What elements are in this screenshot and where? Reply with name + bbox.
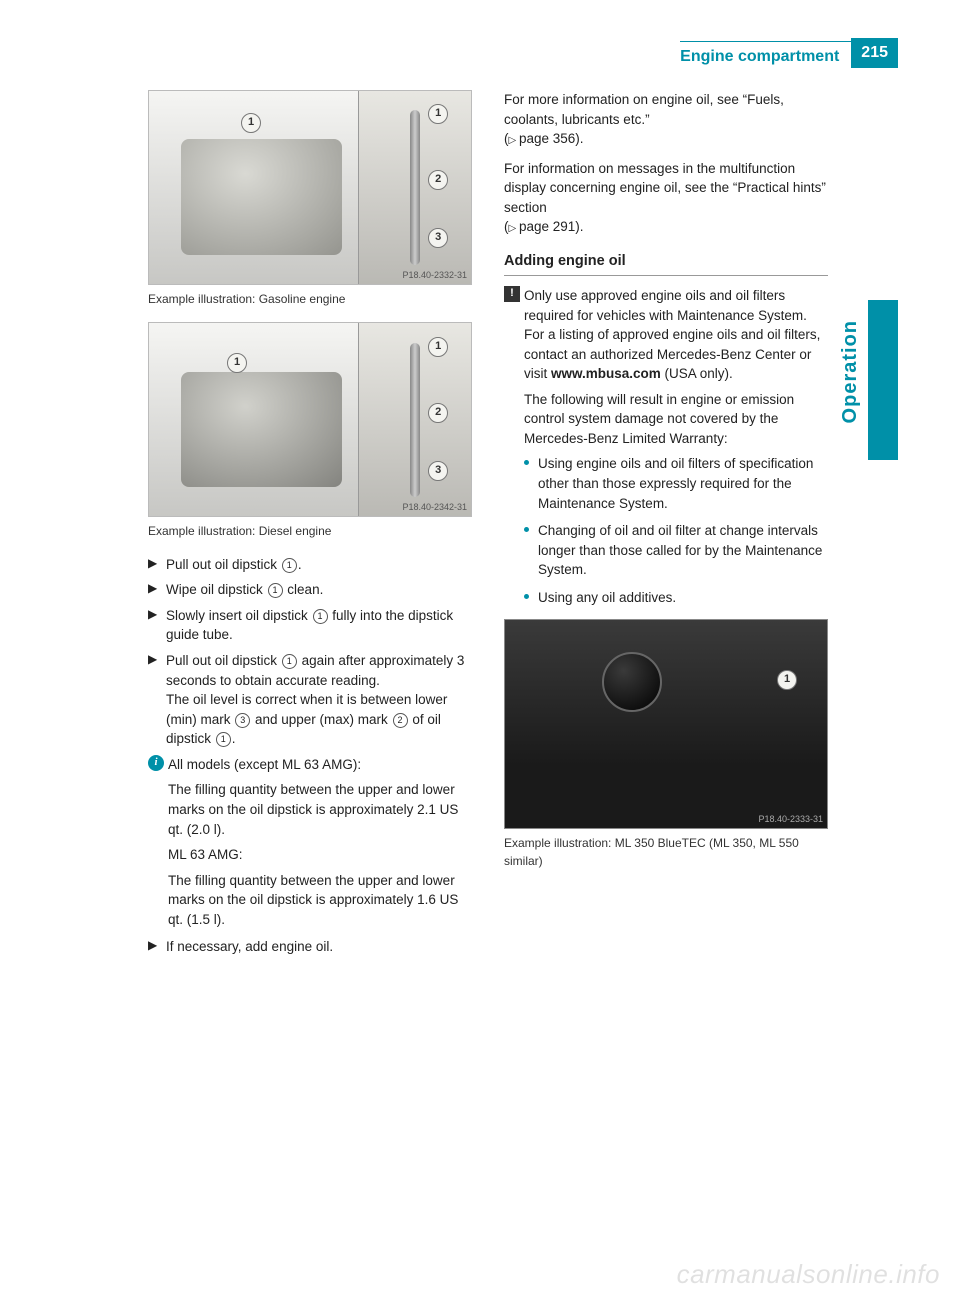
bullet-item: Using engine oils and oil filters of spe… (524, 454, 828, 513)
bullet-item: Using any oil additives. (524, 588, 828, 608)
warning-icon: ! (504, 286, 520, 302)
ref-circle-1: 1 (282, 558, 297, 573)
figure-diesel-engine: 1 2 3 1 P18.40-2342-31 (148, 322, 472, 517)
warning-text: The following will result in engine or e… (504, 390, 828, 449)
step-item: ▶ Wipe oil dipstick 1 clean. (148, 580, 472, 600)
left-column: 1 2 3 1 P18.40-2332-31 Example illustrat… (148, 90, 472, 963)
header-title: Engine compartment (680, 41, 851, 66)
step-arrow-icon: ▶ (148, 606, 166, 645)
ref-circle-1: 1 (313, 609, 328, 624)
step-item: ▶ Pull out oil dipstick 1 again after ap… (148, 651, 472, 749)
figure-code: P18.40-2332-31 (402, 269, 467, 282)
right-column: For more information on engine oil, see … (504, 90, 828, 963)
bullet-item: Changing of oil and oil filter at change… (524, 521, 828, 580)
step-arrow-icon: ▶ (148, 555, 166, 575)
step-arrow-icon: ▶ (148, 580, 166, 600)
figure-oil-filler: 1 P18.40-2333-31 (504, 619, 828, 829)
info-text: The filling quantity between the upper a… (148, 780, 472, 839)
warning-note: ! Only use approved engine oils and oil … (504, 286, 828, 384)
paragraph: For information on messages in the multi… (504, 159, 828, 237)
info-text: ML 63 AMG: (148, 845, 472, 865)
figure-code: P18.40-2333-31 (758, 813, 823, 826)
figure-caption: Example illustration: ML 350 BlueTEC (ML… (504, 835, 828, 870)
figure-caption: Example illustration: Diesel engine (148, 523, 472, 540)
figure-gasoline-engine: 1 2 3 1 P18.40-2332-31 (148, 90, 472, 285)
figure-code: P18.40-2342-31 (402, 501, 467, 514)
bullet-list: Using engine oils and oil filters of spe… (504, 454, 828, 607)
page-ref-icon (509, 131, 519, 146)
watermark: carmanualsonline.info (677, 1259, 940, 1290)
step-item: ▶ Slowly insert oil dipstick 1 fully int… (148, 606, 472, 645)
ref-circle-1: 1 (282, 654, 297, 669)
ref-circle-1: 1 (268, 583, 283, 598)
step-item: ▶ Pull out oil dipstick 1. (148, 555, 472, 575)
paragraph: For more information on engine oil, see … (504, 90, 828, 149)
content-columns: 1 2 3 1 P18.40-2332-31 Example illustrat… (148, 90, 828, 963)
page-number: 215 (851, 38, 898, 68)
side-tab (868, 300, 898, 460)
info-note: i All models (except ML 63 AMG): (148, 755, 472, 775)
ref-circle-2: 2 (393, 713, 408, 728)
step-arrow-icon: ▶ (148, 937, 166, 957)
url-text: www.mbusa.com (551, 366, 661, 381)
info-icon: i (148, 755, 164, 771)
page-header: Engine compartment 215 (680, 38, 898, 68)
subheading: Adding engine oil (504, 251, 828, 276)
step-item: ▶ If necessary, add engine oil. (148, 937, 472, 957)
side-label: Operation (839, 320, 862, 423)
step-arrow-icon: ▶ (148, 651, 166, 749)
ref-circle-1: 1 (216, 732, 231, 747)
page-ref-icon (509, 219, 519, 234)
ref-circle-3: 3 (235, 713, 250, 728)
figure-caption: Example illustration: Gasoline engine (148, 291, 472, 308)
info-text: The filling quantity between the upper a… (148, 871, 472, 930)
